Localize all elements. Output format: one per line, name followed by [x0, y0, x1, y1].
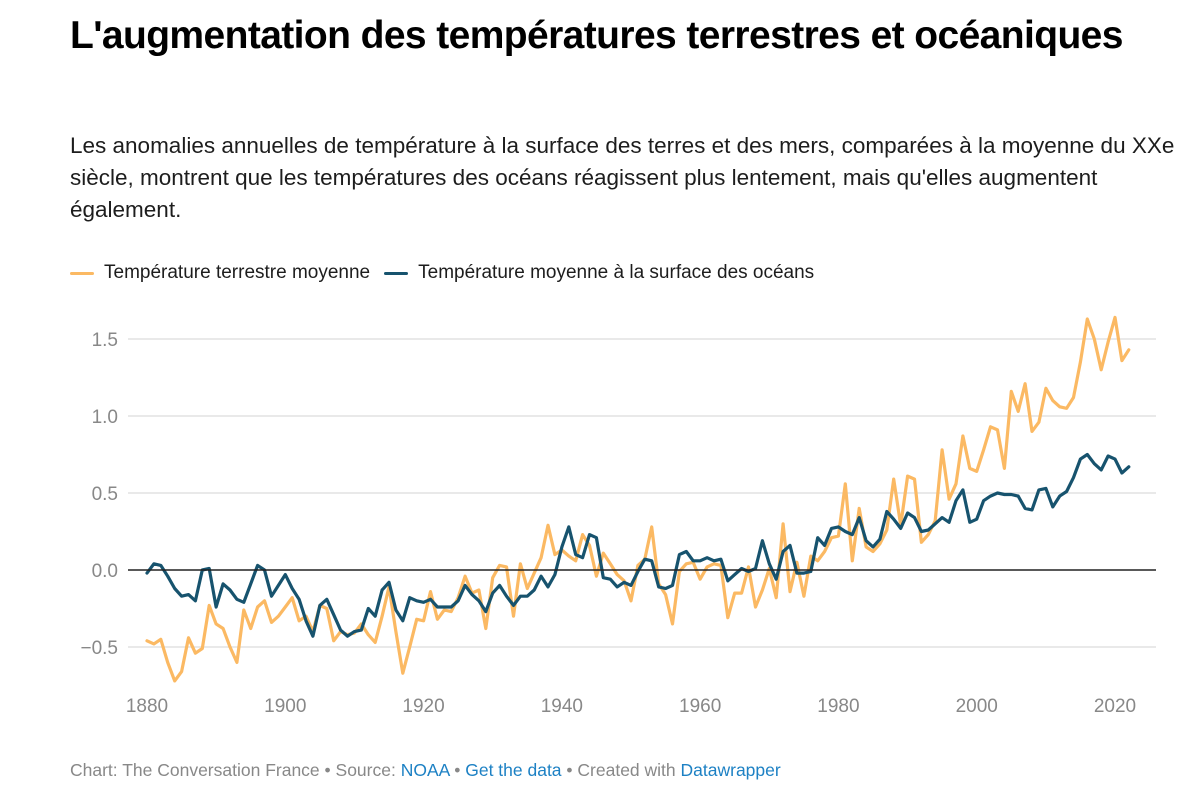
legend-item-land: Température terrestre moyenne [70, 262, 370, 284]
y-axis-ticks: −0.5 0.0 0.5 1.0 1.5 [80, 330, 118, 659]
footer-separator: • [449, 760, 466, 780]
x-tick-label: 1940 [541, 696, 583, 717]
series-line-land [145, 315, 1131, 683]
footer-source-prefix: Source: [335, 760, 401, 780]
get-the-data-link[interactable]: Get the data [465, 760, 562, 780]
y-tick-label: 1.0 [92, 407, 118, 428]
series-lines [145, 315, 1131, 683]
y-tick-label: 0.5 [92, 484, 118, 505]
x-tick-label: 1980 [817, 696, 859, 717]
legend-swatch-land [70, 271, 94, 275]
x-tick-label: 1880 [126, 696, 168, 717]
x-tick-label: 1900 [264, 696, 306, 717]
x-axis-ticks: 1880 1900 1920 1940 1960 1980 2000 2020 [126, 696, 1136, 717]
x-tick-label: 1960 [679, 696, 721, 717]
x-tick-label: 2020 [1094, 696, 1136, 717]
series-line-ocean [145, 452, 1131, 638]
footer-separator: • [561, 760, 578, 780]
x-tick-label: 1920 [402, 696, 444, 717]
footer: Chart: The Conversation France • Source:… [70, 760, 781, 781]
grid-lines [128, 338, 1156, 648]
chart-title: L'augmentation des températures terrestr… [70, 14, 1123, 57]
footer-separator: • [319, 760, 336, 780]
footer-credit: Chart: The Conversation France [70, 760, 320, 780]
x-tick-label: 2000 [956, 696, 998, 717]
y-tick-label: 1.5 [92, 330, 118, 351]
y-tick-label: −0.5 [80, 638, 118, 659]
legend-item-ocean: Température moyenne à la surface des océ… [384, 262, 814, 284]
y-tick-label: 0.0 [92, 561, 118, 582]
legend-label-land: Température terrestre moyenne [104, 262, 371, 283]
chart-subtitle: Les anomalies annuelles de température à… [70, 133, 1175, 222]
line-chart: −0.5 0.0 0.5 1.0 1.5 1880 1900 1920 1940 1960 198… [80, 315, 1156, 717]
source-link[interactable]: NOAA [400, 760, 450, 780]
footer-created-prefix: Created with [577, 760, 681, 780]
legend-swatch-ocean [384, 271, 409, 275]
datawrapper-link[interactable]: Datawrapper [680, 760, 781, 780]
legend: Température terrestre moyenne Températur… [70, 258, 828, 288]
legend-label-ocean: Température moyenne à la surface des océ… [418, 262, 815, 283]
